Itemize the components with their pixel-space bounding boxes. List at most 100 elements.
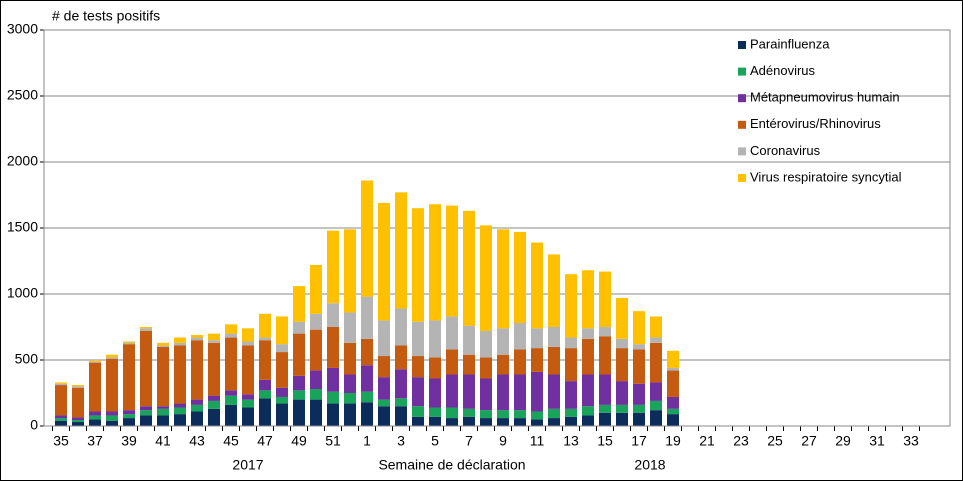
bar-segment (616, 338, 628, 349)
bar-segment (446, 205, 458, 317)
bar-segment (55, 385, 67, 416)
bar-segment (157, 406, 169, 409)
bar-segment (497, 418, 509, 426)
bar-segment (599, 404, 611, 413)
bar-segment (208, 395, 220, 401)
bar-segment (327, 391, 339, 404)
x-tick-label: 37 (87, 433, 103, 449)
bar-segment (123, 410, 135, 415)
bar-segment (650, 316, 662, 338)
bar-segment (480, 225, 492, 331)
y-tick-label: 0 (30, 417, 38, 433)
bar-segment (429, 320, 441, 358)
bar-segment (395, 406, 407, 426)
bar-segment (378, 202, 390, 321)
bar-segment (242, 328, 254, 342)
bar-segment (106, 415, 118, 421)
bar-segment (55, 415, 67, 419)
x-tick-label: 51 (325, 433, 341, 449)
bar-segment (565, 348, 577, 382)
bar-segment (429, 416, 441, 426)
bar-segment (55, 418, 67, 421)
x-tick-label: 43 (189, 433, 205, 449)
bar-segment (650, 410, 662, 426)
bar-segment (174, 337, 186, 343)
bar-segment (327, 303, 339, 327)
bar-segment (633, 383, 645, 405)
bar-segment (446, 374, 458, 408)
bar-segment (310, 329, 322, 371)
legend-label: Virus respiratoire syncytial (750, 169, 902, 184)
bar-segment (191, 411, 203, 426)
bar-segment (293, 321, 305, 334)
bar-segment (276, 387, 288, 397)
bar-segment (565, 274, 577, 338)
bar-segment (429, 357, 441, 379)
bar-segment (157, 342, 169, 346)
bar-segment (650, 400, 662, 411)
bar-segment (548, 327, 560, 347)
bar-segment (361, 338, 373, 366)
bar-segment (89, 361, 101, 363)
bar-segment (106, 354, 118, 358)
bar-segment (174, 403, 186, 408)
x-tick-label: 13 (563, 433, 579, 449)
bar-segment (531, 242, 543, 329)
bar-segment (480, 357, 492, 379)
x-tick-label: 5 (431, 433, 439, 449)
bar-segment (259, 390, 271, 399)
year-label: 2018 (634, 457, 665, 473)
bar-segment (106, 411, 118, 416)
x-tick-label: 1 (363, 433, 371, 449)
plot-border (43, 29, 951, 427)
bar-segment (412, 356, 424, 378)
x-tick-label: 21 (699, 433, 715, 449)
bar-segment (55, 420, 67, 426)
bar-segment (327, 403, 339, 426)
bar-segment (378, 356, 390, 378)
bar-segment (123, 414, 135, 419)
x-axis-title: Semaine de déclaration (378, 457, 525, 473)
y-tick-label: 3000 (7, 21, 38, 37)
x-tick-label: 47 (257, 433, 273, 449)
bar-segment (140, 415, 152, 426)
bar-segment (89, 415, 101, 420)
bar-segment (225, 390, 237, 396)
bar-segment (293, 333, 305, 376)
bar-segment (174, 414, 186, 426)
bar-segment (208, 333, 220, 341)
bar-segment (225, 404, 237, 426)
bar-segment (361, 296, 373, 339)
x-tick-label: 27 (801, 433, 817, 449)
bar-segment (157, 345, 169, 347)
bar-segment (565, 381, 577, 409)
bar-segment (531, 348, 543, 372)
bar-segment (582, 338, 594, 375)
bar-segment (565, 408, 577, 417)
x-tick-label: 33 (903, 433, 919, 449)
x-tick-label: 11 (530, 433, 545, 449)
bar-segment (531, 328, 543, 349)
legend-swatch (738, 94, 746, 103)
x-tick-label: 25 (767, 433, 783, 449)
bar-segment (463, 354, 475, 375)
bar-segment (429, 204, 441, 321)
bar-segment (565, 416, 577, 426)
bar-segment (497, 229, 509, 329)
bar-segment (531, 371, 543, 412)
bar-segment (140, 328, 152, 331)
bar-segment (310, 264, 322, 314)
bar-segment (140, 327, 152, 329)
bar-segment (582, 328, 594, 339)
bar-segment (123, 344, 135, 411)
bar-segment (140, 410, 152, 416)
bar-segment (361, 391, 373, 403)
legend-swatch (738, 120, 746, 129)
x-tick-label: 17 (631, 433, 647, 449)
bar-segment (344, 342, 356, 375)
bar-segment (191, 404, 203, 412)
bar-segment (633, 404, 645, 413)
bar-segment (480, 330, 492, 358)
bar-segment (72, 420, 84, 423)
